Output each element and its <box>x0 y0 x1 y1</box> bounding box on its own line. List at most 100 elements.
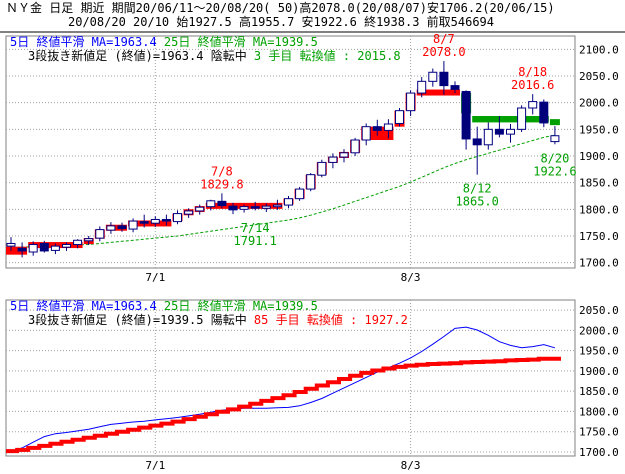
panel1-ma25-line <box>10 134 555 249</box>
panel2-legend-ma: 5日 終値平滑 MA=1963.4 25日 終値平滑 MA=1939.5 <box>10 298 318 313</box>
panel1-candle-body <box>73 239 83 246</box>
panel1-candle-body <box>139 221 149 224</box>
panel1-y-tick-label: 2000.0 <box>579 97 619 110</box>
panel1-candle-body <box>17 247 27 252</box>
panel1-brick <box>416 89 460 96</box>
panel1-candle-body <box>28 244 38 253</box>
panel1-candle-body <box>306 174 316 190</box>
panel1-candle-body <box>328 156 338 163</box>
panel1-candle-body <box>317 161 327 176</box>
panel1-brick <box>105 224 127 231</box>
panel1-candle-body <box>339 152 349 158</box>
panel1-peak-value-label: 1829.8 <box>200 177 243 191</box>
panel2-y-tick-label: 1800.0 <box>579 405 619 418</box>
panel1-trough-value-label: 1922.6 <box>533 164 576 178</box>
panel2-status-main: 3段抜き新値足 (終値)=1939.5 陽転中 <box>28 312 254 327</box>
panel1-candle-body <box>472 138 482 146</box>
panel2-y-tick-label: 1900.0 <box>579 365 619 378</box>
panel1-x-tick-label: 8/3 <box>401 271 421 284</box>
panel1-candle-body <box>261 205 271 209</box>
panel1-y-tick-label: 1800.0 <box>579 203 619 216</box>
panel1-candle-body <box>128 220 138 230</box>
panel1-y-tick-label: 1950.0 <box>579 123 619 136</box>
panel2-ma25-step-line <box>6 356 561 454</box>
panel1-y-tick-label: 1850.0 <box>579 177 619 190</box>
panel1-candle-body <box>428 71 438 82</box>
panel1-y-tick-label: 1700.0 <box>579 257 619 270</box>
panel1-brick <box>472 116 549 123</box>
panel1-candle-body <box>406 92 416 112</box>
panel2-x-tick-label: 7/1 <box>145 459 165 472</box>
header-period-line: ＮＹ金 日足 期近 期間20/06/11～20/08/20( 50)高2078.… <box>6 1 555 15</box>
panel2-group: 5日 終値平滑 MA=1963.4 25日 終値平滑 MA=1939.53段抜き… <box>5 298 576 457</box>
panel1-candle-body <box>417 80 427 94</box>
panel1-candle-body <box>250 206 260 209</box>
panel1-candle-body <box>539 101 549 124</box>
panel1-candle-body <box>150 218 160 224</box>
panel2-y-tick-label: 2050.0 <box>579 304 619 317</box>
panel1-candle-body <box>494 128 504 135</box>
panel1-candle-body <box>161 218 171 222</box>
panel2-ma5-line <box>10 326 556 453</box>
panel1-candle-body <box>106 225 116 231</box>
panel1-candle-body <box>361 126 371 141</box>
panel2-status-count: 85 手目 転換値 : 1927.2 <box>254 312 408 327</box>
panel1-trough-value-label: 1791.1 <box>234 234 277 248</box>
panel1-trough-date-label: 8/12 <box>463 182 492 196</box>
header-ohlc-line: 20/08/20 20/10 始1927.5 高1955.7 安1922.6 終… <box>68 15 495 29</box>
panel1-candle-body <box>383 123 393 131</box>
panel1-candle-body <box>517 107 527 130</box>
panel1-status-count: 3 手目 転換値 : 2015.8 <box>254 48 401 63</box>
panel1-candle-body <box>550 135 560 143</box>
panel1-candle-body <box>173 213 182 223</box>
panel2-x-tick-label: 8/3 <box>401 459 421 472</box>
panel1-y-tick-label: 1900.0 <box>579 150 619 163</box>
panel1-x-tick-label: 7/1 <box>145 271 165 284</box>
panel1-candle-body <box>506 128 515 135</box>
panel1-candle-body <box>206 200 216 208</box>
panel1-candle-body <box>50 245 60 251</box>
panel1-peak-date-label: 8/18 <box>518 65 547 79</box>
panel1-candle-body <box>372 126 382 131</box>
panel1-candle-body <box>528 101 538 109</box>
panel1-y-tick-label: 2100.0 <box>579 43 619 56</box>
panel1-status-line: 3段抜き新値足 (終値)=1963.4 陰転中 3 手目 転換値 : 2015.… <box>28 48 401 63</box>
panel1-group: 5日 終値平滑 MA=1963.4 25日 終値平滑 MA=1939.53段抜き… <box>5 34 576 269</box>
panel2-y-tick-label: 1700.0 <box>579 446 619 459</box>
panel1-candle-body <box>272 204 282 208</box>
panel1-brick <box>6 246 28 255</box>
panel1-candle-body <box>395 110 404 124</box>
panel1-candle-body <box>284 198 293 206</box>
panel1-candle-body <box>84 238 94 242</box>
panel1-peak-value-label: 2078.0 <box>422 45 465 59</box>
panel1-y-tick-label: 1750.0 <box>579 230 619 243</box>
panel2-y-tick-label: 1750.0 <box>579 426 619 439</box>
panel2-y-tick-label: 2000.0 <box>579 324 619 337</box>
panel1-legend-ma: 5日 終値平滑 MA=1963.4 25日 終値平滑 MA=1939.5 <box>10 34 318 49</box>
panel1-legend-ma25: 25日 終値平滑 MA=1939.5 <box>164 34 318 49</box>
panel1-brick <box>549 119 560 126</box>
panel1-candle-body <box>195 206 205 212</box>
panel2-y-tick-label: 1950.0 <box>579 345 619 358</box>
panel2-legend-ma5: 5日 終値平滑 MA=1963.4 <box>10 298 164 313</box>
header-divider <box>0 31 625 33</box>
panel1-trough-value-label: 1865.0 <box>456 195 499 209</box>
panel1-candle-body <box>217 200 227 207</box>
panel1-candle-body <box>117 225 127 230</box>
panel2-y-tick-label: 1850.0 <box>579 385 619 398</box>
panel2-legend-ma25: 25日 終値平滑 MA=1939.5 <box>164 298 318 313</box>
panel1-peak-date-label: 8/7 <box>433 32 455 46</box>
panel1-candle-body <box>239 206 249 210</box>
panel1-plot-frame <box>5 35 576 269</box>
chart-header: ＮＹ金 日足 期近 期間20/06/11～20/08/20( 50)高2078.… <box>0 0 625 34</box>
panel1-candle-body <box>450 85 460 90</box>
panel1-candle-body <box>483 128 493 146</box>
panel1-candle-body <box>295 188 305 200</box>
panel1-brick <box>128 220 172 227</box>
panel1-status-main: 3段抜き新値足 (終値)=1963.4 陰転中 <box>28 48 254 63</box>
panel1-trough-date-label: 8/20 <box>540 151 569 165</box>
panel1-candle-body <box>6 242 16 247</box>
panel1-candle-body <box>62 244 71 248</box>
panel1-legend-ma5: 5日 終値平滑 MA=1963.4 <box>10 34 164 49</box>
